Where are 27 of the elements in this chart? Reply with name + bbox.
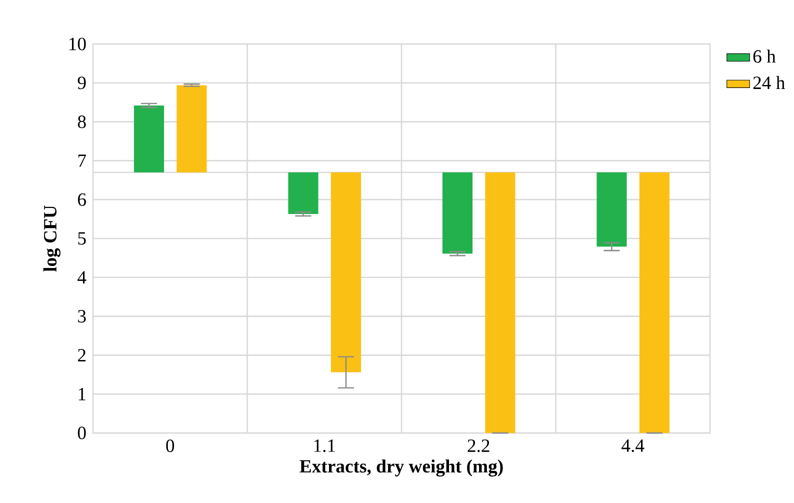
x-tick-label: 1.1 [314,439,335,452]
bar [442,172,473,254]
y-tick-label: 2 [78,349,86,362]
y-tick-label: 3 [78,310,86,323]
legend-label: 24 h [753,76,785,89]
x-tick-label: 2.2 [468,439,490,452]
y-tick-label: 10 [69,38,86,50]
x-axis-title: Extracts, dry weight (mg) [300,459,503,477]
bar [639,172,670,433]
y-tick-label: 0 [78,426,86,440]
bar [330,172,362,372]
bar [596,172,627,247]
y-tick-label: 8 [78,115,86,128]
bar [134,105,164,172]
y-tick-label: 6 [78,193,86,206]
bar [176,85,207,172]
y-tick-label: 9 [78,76,86,90]
y-tick-label: 7 [78,154,86,167]
y-tick-label: 4 [78,271,86,284]
y-tick-label: 1 [78,388,86,400]
bar [288,172,318,214]
bar [485,172,516,433]
y-tick-label: 5 [78,232,86,245]
y-axis-title: log CFU [43,206,60,272]
x-tick-label: 4.4 [622,439,644,452]
x-tick-label: 0 [166,439,174,452]
legend-label: 6 h [753,50,776,63]
